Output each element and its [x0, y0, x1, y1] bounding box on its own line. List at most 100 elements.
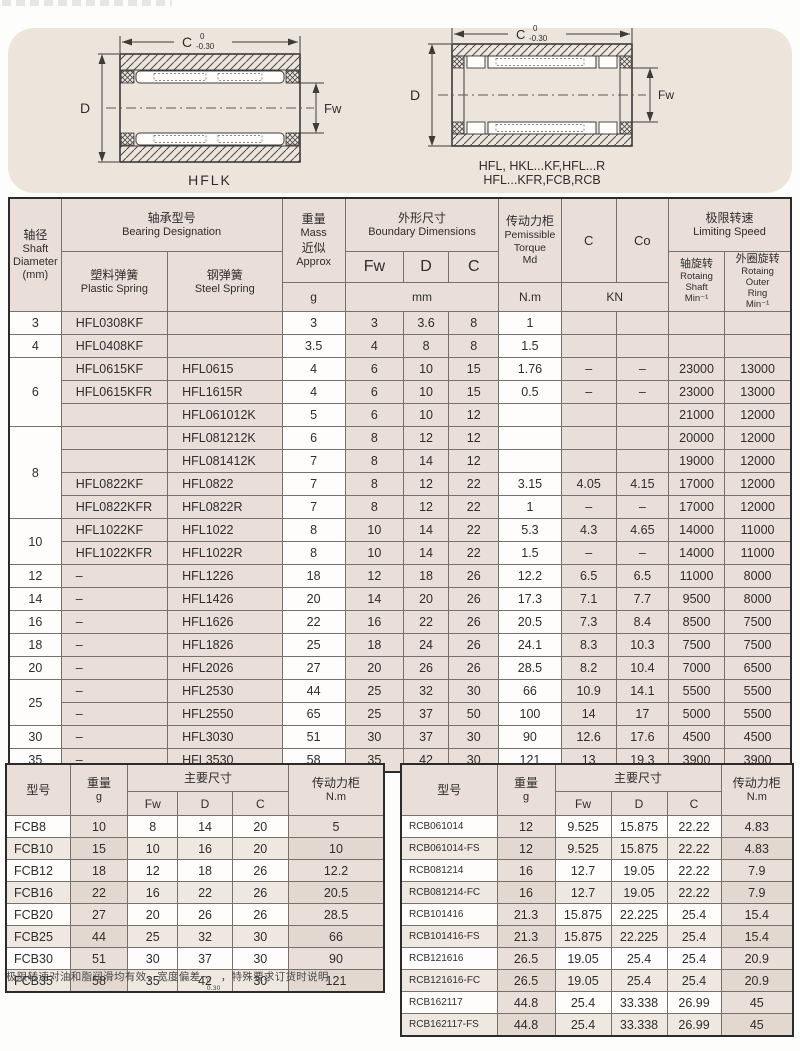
- cell-value: 22.22: [666, 837, 722, 860]
- cell-value: 66: [287, 925, 385, 948]
- cell-value: 25.4: [666, 969, 722, 992]
- cell-model: FCB8: [5, 815, 71, 838]
- main-table-row: 25– HFL2530 44 25 32 30 66 10.9 14.1 5500 5500: [8, 679, 792, 727]
- cell-speed-ring: 13000: [724, 357, 792, 382]
- cell-fw: 8: [344, 449, 404, 474]
- main-table-row: 6 HFL0615KF HFL0615 4 6 10 15 1.76– –23000 13000: [8, 357, 792, 428]
- cell-value: 14: [177, 815, 233, 838]
- cell-torque: [498, 403, 562, 428]
- cell-mass: 5: [281, 403, 346, 428]
- table-row: RCB061014 12 9.525 15.875 22.22 4.83: [400, 815, 794, 838]
- cell-c: 12: [448, 426, 500, 451]
- cell-value: 15.4: [720, 925, 794, 948]
- bearing-drawing-hfl: C 0 -0.30 D Fw HFL, HKL...KF,HFL...R HFL…: [410, 24, 674, 187]
- cell-value: 4.83: [720, 815, 794, 838]
- cell-steel-spring: HFL2026: [167, 656, 283, 681]
- cell-value: 30: [231, 969, 289, 993]
- cell-speed-ring: 11000: [724, 541, 792, 566]
- rollers-bottom: [153, 135, 207, 143]
- cell-speed-shaft: 14000: [667, 541, 726, 566]
- cell-plastic-spring: HFL1022KF: [60, 518, 169, 543]
- cell-speed-shaft: 21000: [667, 403, 726, 428]
- drawing-caption-line2: HFL...KFR,FCB,RCB: [483, 173, 600, 187]
- cell-fw: 25: [344, 679, 404, 704]
- cell-value: 22.225: [610, 903, 668, 926]
- cell-speed-shaft: 8500: [667, 610, 726, 635]
- cell-c-dyn: 7.1: [560, 587, 617, 612]
- needle-cage-top: [487, 55, 597, 69]
- unit-mm: mm: [344, 282, 500, 313]
- cell-plastic-spring: HFL0308KF: [60, 311, 169, 336]
- cell-value: 32: [177, 925, 233, 948]
- cell-value: 37: [177, 947, 233, 970]
- header-subrow: Fw D C: [401, 791, 793, 816]
- col-model: 型号: [400, 763, 498, 816]
- cell-c-dyn: 7.3: [560, 610, 617, 635]
- cell-fw: 14: [344, 587, 404, 612]
- header-row-units: g mm N.m KN: [9, 282, 791, 313]
- rollers-top: [153, 73, 207, 81]
- col-main-dimensions: 主要尺寸: [127, 763, 289, 792]
- cell-value: 21.3: [496, 925, 556, 948]
- drawing-caption-hflk: HFLK: [188, 172, 232, 188]
- col-limiting-speed: 极限转速 Limiting Speed: [667, 197, 792, 252]
- cell-speed-shaft: 17000: [667, 472, 726, 497]
- cell-mass: 20: [281, 587, 346, 612]
- scan-artifact: [2, 0, 172, 6]
- cell-mass: 3: [281, 311, 346, 336]
- cell-speed-ring: 11000: [724, 518, 792, 543]
- cell-speed-ring: [724, 334, 792, 359]
- dim-c-label: C: [182, 34, 192, 50]
- cell-mass: 6: [281, 426, 346, 451]
- needle-cage-bottom: [135, 132, 285, 146]
- footnote-text-post: ，特殊要求订货时说明: [220, 971, 329, 983]
- cell-value: 25.4: [610, 947, 668, 970]
- cell-torque: 1.5: [498, 541, 562, 566]
- cell-c: 8: [448, 334, 500, 359]
- col-c: C: [448, 250, 500, 284]
- cell-co-stat: 4.65: [615, 518, 669, 543]
- dim-c-label: C: [516, 27, 525, 42]
- cell-plastic-spring: –: [60, 633, 169, 658]
- cell-value: 7.9: [720, 859, 794, 882]
- cell-fw: 6: [344, 403, 404, 428]
- cell-c: 26: [448, 610, 500, 635]
- col-dynamic-load: C: [560, 197, 617, 284]
- cell-speed-ring: 8000: [724, 564, 792, 589]
- cell-d: 12: [402, 472, 450, 497]
- cell-co-stat: 10.3: [615, 633, 669, 658]
- table-row: RCB121616-FC 26.5 19.05 25.4 25.4 20.9: [400, 969, 794, 992]
- cell-mass: 27: [281, 656, 346, 681]
- cell-torque: 1.5: [498, 334, 562, 359]
- cell-speed-shaft: [667, 311, 726, 336]
- cell-value: 5: [287, 815, 385, 838]
- rollers-top2: [217, 73, 263, 81]
- cell-c-dyn: 4.3: [560, 518, 617, 543]
- cell-steel-spring: HFL2530: [167, 679, 283, 704]
- cell-d: 37: [402, 702, 450, 727]
- cell-d: 20: [402, 587, 450, 612]
- table-row: FCB25 44 25 32 30 66: [5, 925, 385, 948]
- cell-speed-shaft: 23000: [667, 380, 726, 405]
- cell-value: 15.875: [554, 903, 612, 926]
- cell-d: 32: [402, 679, 450, 704]
- main-table-row: 10 HFL1022KF HFL1022 8 10 14 22 5.3 4.3 4.65 14000…: [8, 518, 792, 566]
- footnote: 极限转速对油和脂润滑均有效，宽度偏差− 0 0.30 ，特殊要求订货时说明: [6, 969, 329, 993]
- col-d: D: [610, 791, 668, 816]
- cell-plastic-spring: HFL0615KFR: [60, 380, 169, 405]
- needle-cage-top: [135, 70, 285, 84]
- cell-c-dyn: 14: [560, 702, 617, 727]
- table-row: FCB10 15 10 16 20 10: [5, 837, 385, 860]
- cell-d: 37: [402, 725, 450, 750]
- cell-torque: 1.76: [498, 357, 562, 382]
- cell-value: 16: [496, 881, 556, 904]
- cell-value: 26.5: [496, 947, 556, 970]
- cell-c-dyn: –: [560, 380, 617, 405]
- cell-c-dyn: 12.6: [560, 725, 617, 750]
- cell-torque: 0.5: [498, 380, 562, 405]
- main-table-row: 3 HFL0308KF 3 3 3.6 8 1: [8, 311, 792, 336]
- cell-model: RCB081214-FC: [400, 881, 498, 904]
- table-row: RCB101416 21.3 15.875 22.225 25.4 15.4: [400, 903, 794, 926]
- dim-c-tol-upper: 0: [200, 32, 205, 41]
- cell-speed-shaft: 7000: [667, 656, 726, 681]
